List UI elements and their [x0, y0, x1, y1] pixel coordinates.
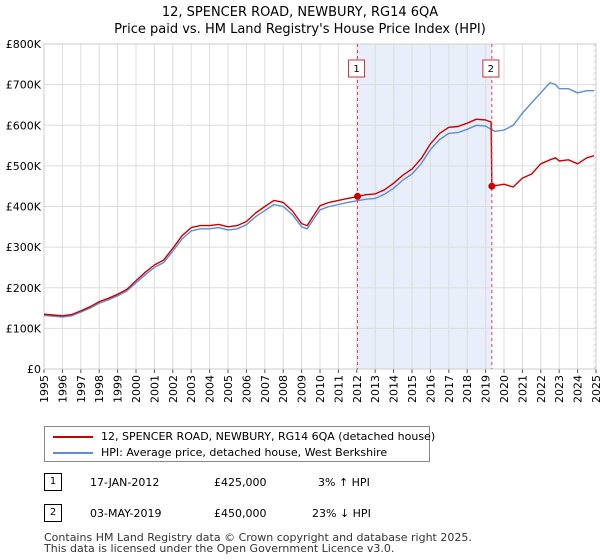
x-tick-label: 2021 [516, 375, 529, 403]
transaction-date: 03-MAY-2019 [90, 507, 162, 520]
transaction-hpi-diff: 23% ↓ HPI [312, 507, 371, 520]
x-tick-label: 2006 [240, 375, 253, 403]
x-tick-label: 2016 [424, 375, 437, 403]
x-tick-label: 1995 [38, 375, 51, 403]
x-tick-label: 2024 [572, 375, 585, 403]
x-tick-label: 2017 [443, 375, 456, 403]
transaction-price: £450,000 [214, 507, 267, 520]
y-tick-label: £100K [6, 322, 42, 335]
y-tick-label: £0 [27, 363, 41, 376]
plot-border [43, 43, 597, 370]
x-tick-label: 2000 [130, 375, 143, 403]
x-tick-label: 2001 [148, 375, 161, 403]
hpi-series-line [43, 81, 595, 318]
sale-point [488, 182, 496, 190]
y-tick-label: £600K [6, 119, 42, 132]
x-tick-label: 2005 [222, 375, 235, 403]
transaction-date: 17-JAN-2012 [90, 476, 160, 489]
x-tick-label: 2023 [553, 375, 566, 403]
footer-copyright: Contains HM Land Registry data © Crown c… [44, 531, 472, 544]
x-tick-label: 2014 [388, 375, 401, 403]
x-tick-label: 2009 [296, 375, 309, 403]
price-chart: £0 £100K £200K £300K £400K £500K £600K £700K £80… [6, 38, 600, 403]
legend-label-hpi: HPI: Average price, detached house, West… [101, 446, 388, 459]
y-tick-label: £300K [6, 241, 42, 254]
x-tick-label: 2011 [332, 375, 345, 403]
y-tick-label: £700K [6, 79, 42, 92]
transaction-number: 2 [44, 504, 62, 522]
legend-label-property: 12, SPENCER ROAD, NEWBURY, RG14 6QA (det… [101, 430, 436, 443]
x-tick-label: 2013 [369, 375, 382, 403]
sale-point [354, 192, 362, 200]
x-tick-label: 2015 [406, 375, 419, 403]
transaction-price: £425,000 [214, 476, 267, 489]
property-series-line [43, 118, 595, 317]
x-tick-label: 2010 [314, 375, 327, 403]
transaction-number: 1 [44, 473, 62, 491]
x-tick-label: 2007 [259, 375, 272, 403]
x-tick-label: 2018 [461, 375, 474, 403]
x-tick-label: 1997 [75, 375, 88, 403]
legend-swatch-property [53, 436, 93, 438]
x-tick-label: 2012 [351, 375, 364, 403]
x-tick-label: 2008 [277, 375, 290, 403]
y-tick-label: £400K [6, 201, 42, 214]
chart-subtitle: Price paid vs. HM Land Registry's House … [114, 22, 486, 37]
x-tick-label: 2025 [590, 375, 600, 403]
x-tick-label: 2022 [535, 375, 548, 403]
y-tick-label: £800K [6, 38, 42, 51]
marker-label-box [348, 59, 366, 78]
marker-label-box [482, 59, 500, 78]
transaction-hpi-diff: 3% ↑ HPI [318, 476, 370, 489]
x-tick-label: 2019 [480, 375, 493, 403]
chart-title: 12, SPENCER ROAD, NEWBURY, RG14 6QA [161, 5, 439, 20]
x-tick-label: 1999 [112, 375, 125, 403]
x-tick-label: 1996 [56, 375, 69, 403]
x-tick-label: 2003 [185, 375, 198, 403]
legend-swatch-hpi [53, 452, 93, 454]
footer-licence: This data is licensed under the Open Gov… [44, 542, 395, 555]
marker-label: 1 [353, 64, 359, 75]
y-tick-label: £200K [6, 282, 42, 295]
x-tick-label: 2020 [498, 375, 511, 403]
x-tick-label: 1998 [93, 375, 106, 403]
y-tick-label: £500K [6, 160, 42, 173]
x-tick-label: 2004 [204, 375, 217, 403]
marker-label: 2 [488, 64, 494, 75]
x-tick-label: 2002 [167, 375, 180, 403]
legend: 12, SPENCER ROAD, NEWBURY, RG14 6QA (det… [44, 426, 435, 462]
